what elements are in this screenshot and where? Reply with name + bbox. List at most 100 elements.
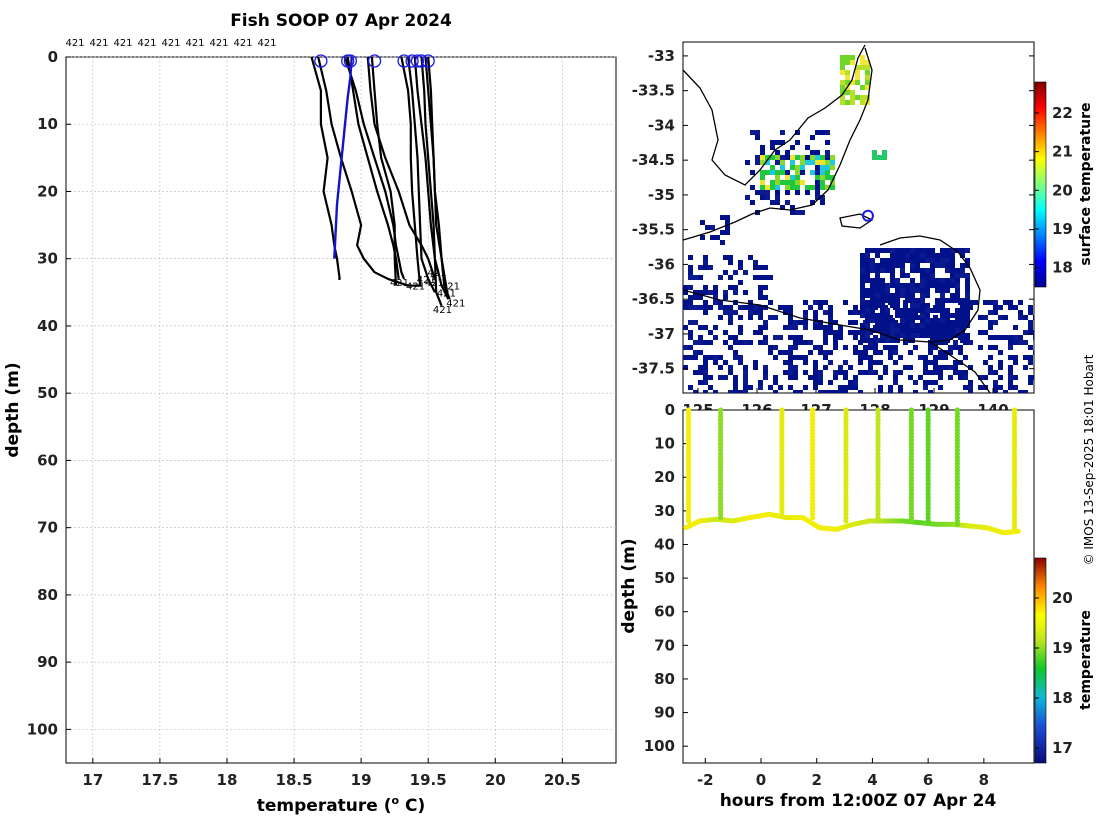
map-sst-cell	[1028, 360, 1033, 365]
map-sst-cell	[910, 288, 915, 293]
map-sst-cell	[945, 328, 950, 333]
map-sst-cell	[768, 275, 773, 280]
profile-xlabel: temperature (o C)	[257, 794, 426, 816]
map-sst-cell	[845, 70, 850, 75]
map-sst-cell	[833, 375, 838, 380]
map-sst-cell	[688, 265, 693, 270]
map-sst-cell	[855, 75, 860, 80]
profile-ylabel: depth (m)	[3, 362, 23, 457]
map-sst-cell	[955, 323, 960, 328]
map-sst-cell	[910, 298, 915, 303]
time-xtick-label: -2	[697, 771, 714, 789]
map-sst-cell	[853, 375, 858, 380]
map-sst-cell	[875, 323, 880, 328]
map-sst-cell	[773, 390, 778, 393]
map-sst-cell	[783, 360, 788, 365]
map-colorbar-ticks: 18 19 20 21 22	[1035, 104, 1073, 277]
map-sst-cell	[828, 390, 833, 393]
map-sst-cell	[738, 340, 743, 345]
map-sst-cell	[915, 328, 920, 333]
map-sst-cell	[938, 370, 943, 375]
profile-surface-marker	[405, 54, 419, 68]
map-sst-cell	[895, 298, 900, 303]
map-sst-cell	[748, 315, 753, 320]
map-sst-cell	[905, 273, 910, 278]
map-sst-cell	[753, 265, 758, 270]
map-sst-cell	[850, 95, 855, 100]
map-sst-cell	[788, 370, 793, 375]
map-sst-cell	[853, 310, 858, 315]
map-sst-cell	[868, 370, 873, 375]
map-sst-cell	[960, 338, 965, 343]
map-sst-cell	[738, 325, 743, 330]
map-sst-cell	[880, 323, 885, 328]
map-sst-cell	[790, 160, 795, 165]
time-plot-area	[682, 409, 1035, 764]
profile-xtick-label: 19.5	[410, 771, 447, 789]
map-sst-cell	[960, 308, 965, 313]
map-sst-cell	[978, 345, 983, 350]
map-sst-cell	[880, 293, 885, 298]
map-coastline-path	[683, 289, 991, 393]
map-sst-cell	[860, 263, 865, 268]
map-sst-cell	[938, 355, 943, 360]
map-sst-cell	[955, 328, 960, 333]
map-sst-cell	[925, 288, 930, 293]
profile-xlabel-tail: C)	[399, 796, 425, 816]
map-sst-cell	[900, 323, 905, 328]
map-sst-cell	[785, 170, 790, 175]
map-sst-cell	[760, 150, 765, 155]
map-sst-cell	[870, 338, 875, 343]
map-sst-cell	[738, 260, 743, 265]
map-sst-cell	[928, 345, 933, 350]
map-sst-cell	[765, 185, 770, 190]
map-sst-cell	[843, 370, 848, 375]
map-sst-cell	[868, 355, 873, 360]
map-sst-cell	[708, 340, 713, 345]
map-sst-cell	[935, 258, 940, 263]
profile-line	[370, 57, 398, 286]
profile-ytick-label: 60	[37, 451, 58, 469]
map-sst-cell	[723, 290, 728, 295]
map-sst-cell	[940, 263, 945, 268]
map-sst-cell	[793, 325, 798, 330]
map-sst-cell	[843, 345, 848, 350]
map-sst-cell	[878, 360, 883, 365]
time-dot	[718, 514, 724, 521]
map-sst-cell	[785, 185, 790, 190]
map-sst-cell	[773, 315, 778, 320]
profile-ytick-label: 70	[37, 519, 58, 537]
map-sst-cell	[910, 323, 915, 328]
map-sst-cell	[698, 340, 703, 345]
map-sst-cell	[750, 130, 755, 135]
map-ytick-label: -33.5	[632, 82, 675, 100]
map-sst-cell	[880, 308, 885, 313]
map-colorbar-tick-label: 20	[1052, 181, 1073, 199]
map-sst-cell	[988, 320, 993, 325]
map-sst-cell	[920, 283, 925, 288]
map-sst-cell	[803, 310, 808, 315]
map-sst-cell	[770, 185, 775, 190]
map-sst-cell	[935, 288, 940, 293]
map-sst-cell	[828, 330, 833, 335]
map-sst-cell	[905, 253, 910, 258]
map-panel: -33 -33.5 -34 -34.5 -35 -35.5 -36 -36.5 -37 -37.5…	[632, 41, 1094, 419]
time-ytick-label: 50	[654, 569, 675, 587]
map-sst-cell	[793, 340, 798, 345]
map-ytick-label: -37.5	[632, 360, 675, 378]
map-sst-cell	[870, 283, 875, 288]
map-sst-cell	[925, 323, 930, 328]
map-sst-cell	[1008, 305, 1013, 310]
profile-surface-marker	[367, 54, 382, 68]
map-sst-cell	[935, 333, 940, 338]
map-sst-cell	[940, 283, 945, 288]
map-sst-cell	[875, 283, 880, 288]
map-sst-cell	[818, 390, 823, 393]
time-dot	[925, 518, 931, 524]
map-sst-cell	[825, 140, 830, 145]
map-sst-cell	[683, 285, 688, 290]
profile-line	[427, 57, 450, 300]
map-sst-cell	[883, 365, 888, 370]
map-ytick-label: -34.5	[632, 151, 675, 169]
map-sst-cell	[688, 300, 693, 305]
